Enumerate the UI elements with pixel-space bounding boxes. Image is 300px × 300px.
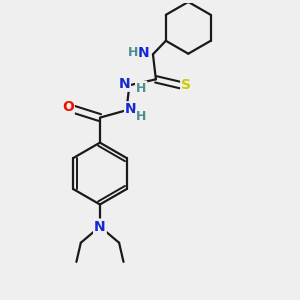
Text: N: N <box>125 102 137 116</box>
Text: H: H <box>136 110 146 123</box>
Text: N: N <box>138 46 149 60</box>
Text: S: S <box>181 78 191 92</box>
Text: N: N <box>94 220 106 234</box>
Text: O: O <box>62 100 74 114</box>
Text: H: H <box>128 46 138 59</box>
Text: N: N <box>118 77 130 91</box>
Text: H: H <box>136 82 146 95</box>
